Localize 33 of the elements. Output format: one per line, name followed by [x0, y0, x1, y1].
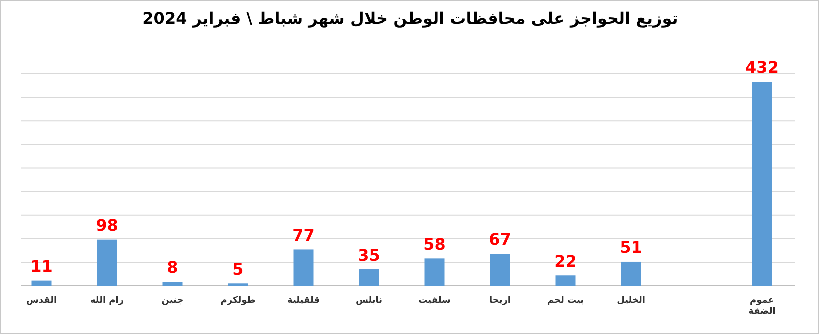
- x-tick-label: القدس: [25, 296, 58, 307]
- x-tick-label: بيت لحم: [546, 296, 586, 307]
- bar: [621, 262, 642, 286]
- bar: [32, 280, 52, 286]
- data-label: 51: [619, 238, 644, 257]
- data-label: 98: [95, 216, 120, 235]
- bar: [97, 240, 118, 286]
- x-tick-label: رام الله: [89, 296, 126, 307]
- data-label: 77: [292, 226, 316, 245]
- bar: [752, 82, 772, 286]
- chart-title: توزيع الحواجز على محافظات الوطن خلال شهر شباط \ فبراير 2024: [142, 9, 680, 28]
- bar: [490, 254, 510, 286]
- bar: [294, 250, 314, 286]
- bar: [359, 270, 380, 286]
- x-tick-label: عموم الضفة: [748, 296, 777, 318]
- x-tick-label: اريحا: [488, 296, 512, 307]
- data-label: 35: [357, 246, 382, 264]
- bar: [162, 282, 183, 286]
- data-label: 58: [422, 234, 447, 254]
- x-tick-label: قلقيلية: [286, 296, 322, 307]
- data-label: 8: [166, 258, 180, 278]
- bar: [424, 258, 445, 286]
- x-tick-label: نابلس: [354, 296, 384, 307]
- data-label: 5: [232, 260, 245, 279]
- data-label: 11: [30, 256, 54, 276]
- x-tick-label: جنين: [160, 296, 185, 307]
- x-tick-label: سلفيت: [418, 296, 452, 307]
- data-label: 67: [488, 230, 512, 250]
- x-tick-label: الخليل: [616, 296, 646, 307]
- bar: [556, 276, 576, 286]
- data-label: 432: [744, 58, 780, 78]
- data-label: 22: [554, 252, 578, 271]
- x-tick-label: طولكرم: [220, 296, 257, 307]
